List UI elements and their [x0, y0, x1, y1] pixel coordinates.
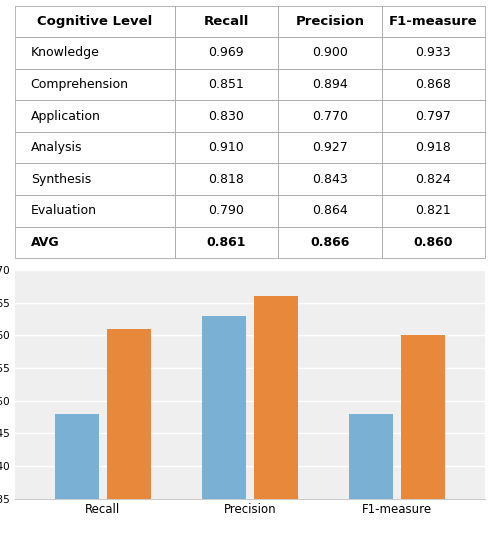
Bar [107, 329, 151, 554]
Bar [202, 316, 246, 554]
Bar [401, 335, 445, 554]
Bar [349, 414, 393, 554]
Bar [254, 296, 298, 554]
Bar [55, 414, 99, 554]
